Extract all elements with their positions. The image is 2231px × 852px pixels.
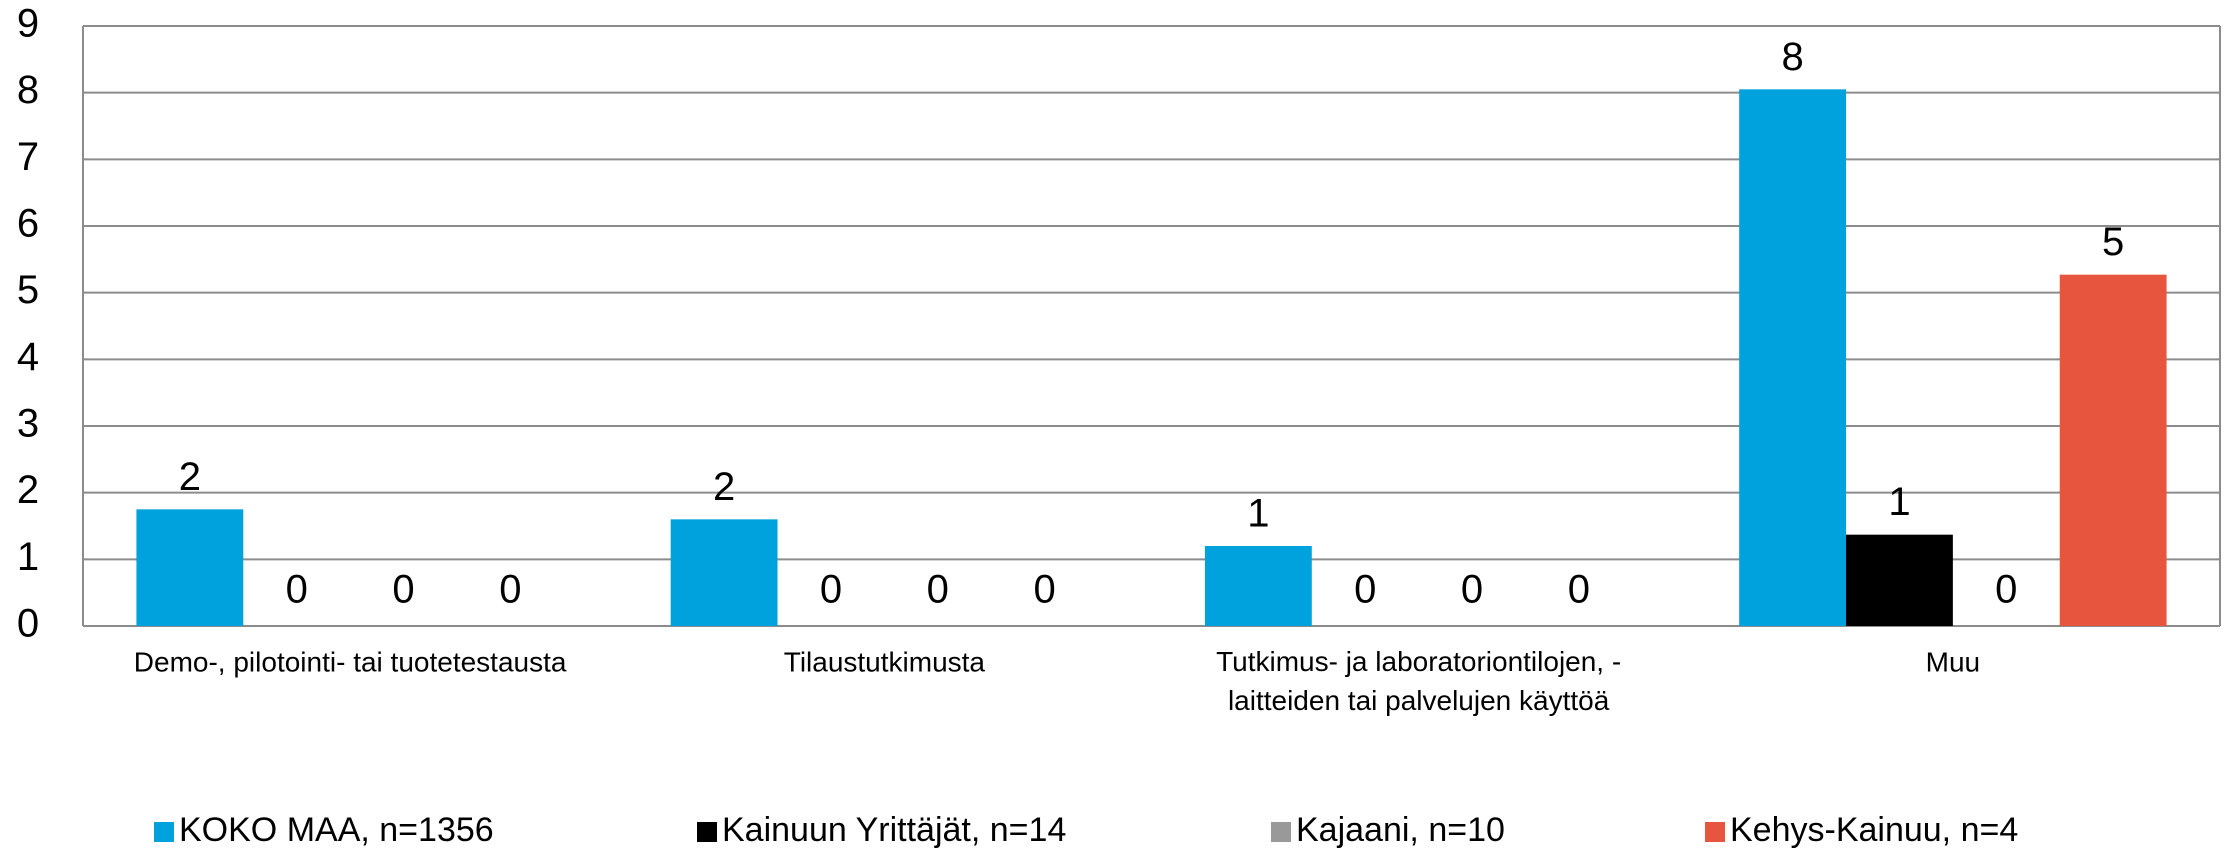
y-tick-label: 8 <box>17 68 39 112</box>
x-tick-label: Tutkimus- ja laboratoriontilojen, -laitt… <box>1216 646 1621 716</box>
value-label: 0 <box>1461 568 1483 612</box>
y-tick-label: 9 <box>17 2 39 46</box>
bar <box>136 509 244 626</box>
x-tick-label: Tilaustutkimusta <box>784 646 986 677</box>
value-label: 0 <box>286 568 308 612</box>
value-label: 5 <box>2102 220 2124 264</box>
bar <box>2059 274 2167 626</box>
bar <box>1739 89 1847 627</box>
value-label: 1 <box>1247 492 1269 536</box>
value-label: 0 <box>927 568 949 612</box>
value-label: 0 <box>392 568 414 612</box>
y-tick-label: 2 <box>17 468 39 512</box>
value-label: 2 <box>713 465 735 509</box>
y-tick-label: 1 <box>17 535 39 579</box>
legend-swatch <box>1705 822 1725 842</box>
value-label: 0 <box>820 568 842 612</box>
legend-swatch <box>697 822 717 842</box>
value-label: 8 <box>1781 35 1803 79</box>
legend-label: Kehys-Kainuu, n=4 <box>1730 811 2018 849</box>
y-tick-label: 3 <box>17 402 39 446</box>
value-label: 0 <box>1995 568 2017 612</box>
legend-label: Kajaani, n=10 <box>1296 811 1505 849</box>
x-tick-label: Demo-, pilotointi- tai tuotetestausta <box>134 646 567 677</box>
value-label: 2 <box>179 455 201 499</box>
legend-label: KOKO MAA, n=1356 <box>179 811 494 849</box>
y-tick-label: 6 <box>17 202 39 246</box>
value-label: 0 <box>1568 568 1590 612</box>
value-label: 0 <box>1034 568 1056 612</box>
value-label: 1 <box>1888 480 1910 524</box>
y-tick-label: 7 <box>17 135 39 179</box>
y-tick-label: 0 <box>17 602 39 646</box>
legend-swatch <box>154 822 174 842</box>
value-label: 0 <box>499 568 521 612</box>
y-tick-label: 5 <box>17 268 39 312</box>
x-tick-label: Muu <box>1926 646 1980 677</box>
bar <box>1846 534 1953 626</box>
legend-swatch <box>1271 822 1291 842</box>
bar <box>670 519 778 626</box>
bar <box>1204 546 1312 626</box>
legend-label: Kainuun Yrittäjät, n=14 <box>722 811 1066 849</box>
y-tick-label: 4 <box>17 335 39 379</box>
value-label: 0 <box>1354 568 1376 612</box>
